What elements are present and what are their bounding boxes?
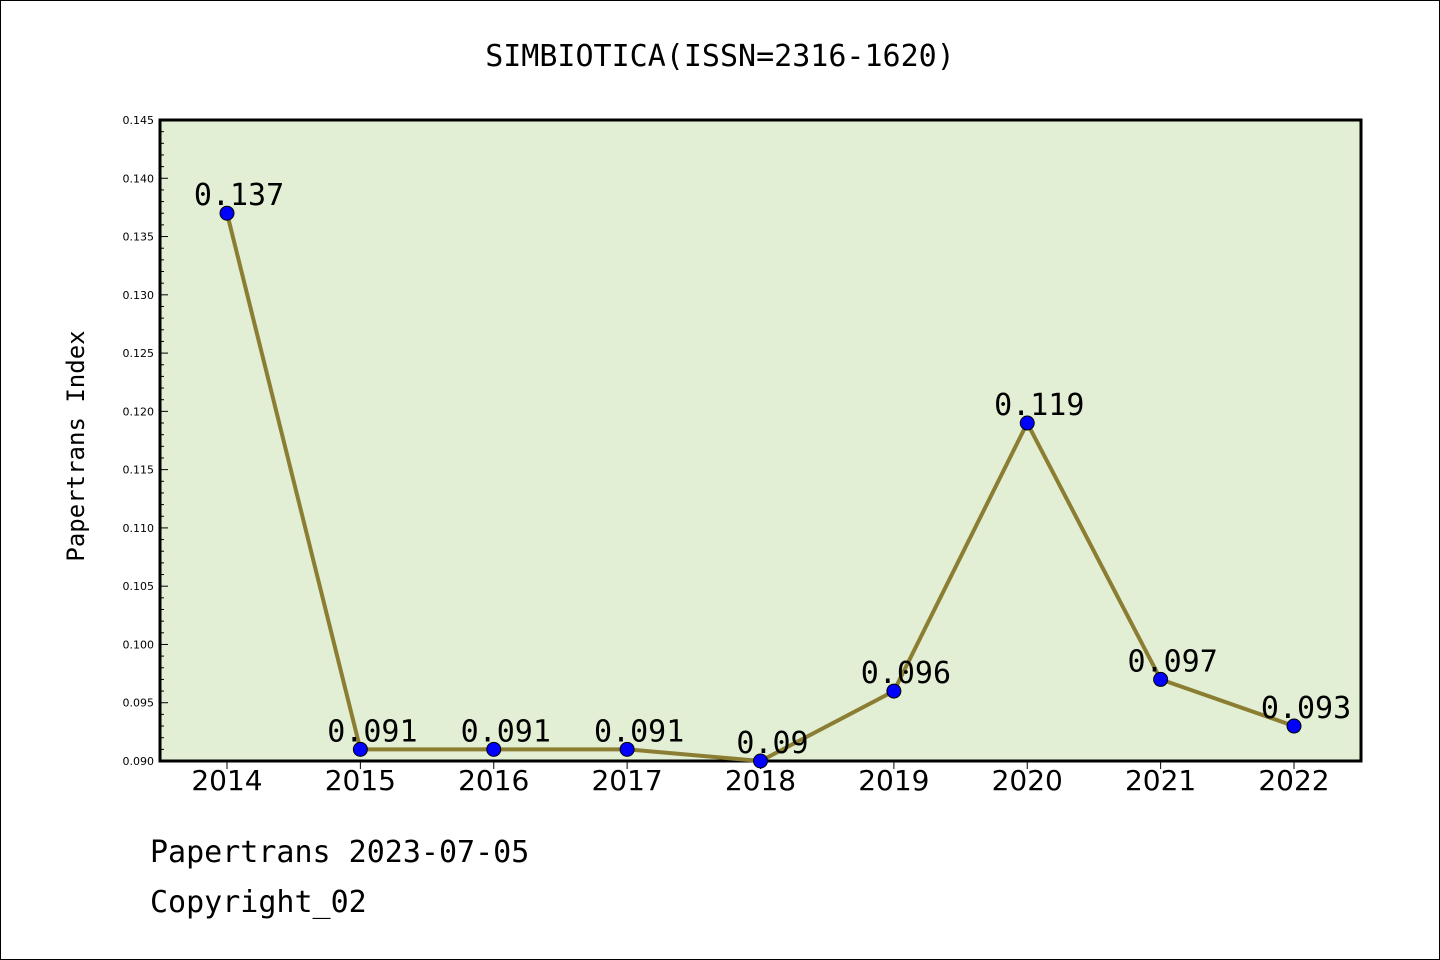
footer-date: Papertrans 2023-07-05 xyxy=(150,835,530,870)
x-tick-label: 2014 xyxy=(191,764,262,797)
data-label: 0.137 xyxy=(194,178,284,213)
y-tick-label: 0.135 xyxy=(123,231,155,244)
y-tick-label: 0.125 xyxy=(123,347,155,360)
plot-area xyxy=(158,118,1363,763)
data-point-marker xyxy=(1019,415,1035,431)
series-group xyxy=(219,205,1302,769)
y-tick-label: 0.100 xyxy=(123,638,155,651)
x-tick-label: 2015 xyxy=(325,764,396,797)
data-labels: 0.137 0.091 0.091 0.091 0.09 0.096 0.119 0.097 0… xyxy=(194,178,1351,761)
data-label: 0.09 xyxy=(736,726,808,761)
x-tick-label: 2020 xyxy=(992,764,1063,797)
data-point-marker xyxy=(753,753,768,769)
data-label: 0.119 xyxy=(994,388,1084,423)
data-point-marker xyxy=(352,741,368,757)
x-tick-label: 2017 xyxy=(591,764,662,797)
chart-title: SIMBIOTICA(ISSN=2316-1620) xyxy=(485,39,955,74)
footer-copyright: Copyright_02 xyxy=(150,885,367,920)
y-tick-label: 0.105 xyxy=(123,580,155,593)
data-point-marker xyxy=(219,205,235,221)
data-point-marker xyxy=(486,741,502,757)
y-tick-label: 0.110 xyxy=(123,522,155,535)
y-axis-label: Papertrans Index xyxy=(62,330,90,561)
x-tick-label: 2022 xyxy=(1258,764,1329,797)
data-point-marker xyxy=(1286,718,1302,734)
y-tick-label: 0.145 xyxy=(123,114,155,127)
x-tick-label: 2019 xyxy=(858,764,929,797)
data-label: 0.091 xyxy=(461,714,551,749)
y-tick-label: 0.115 xyxy=(123,464,155,477)
y-tick-label: 0.090 xyxy=(123,755,155,768)
y-tick-label: 0.120 xyxy=(123,405,155,418)
x-tick-label: 2021 xyxy=(1125,764,1196,797)
data-point-marker xyxy=(1153,671,1169,687)
y-tick-label: 0.095 xyxy=(123,697,155,710)
y-axis-ticks: 0.090 0.095 0.100 0.105 0.110 0.115 0.120 0.125… xyxy=(123,114,168,768)
data-label: 0.093 xyxy=(1261,691,1351,726)
x-tick-label: 2018 xyxy=(725,764,796,797)
x-axis-ticks: 2014 2015 2016 2017 2018 2019 2020 2021 2022 xyxy=(191,761,1330,797)
x-tick-label: 2016 xyxy=(458,764,529,797)
data-label: 0.091 xyxy=(327,714,417,749)
data-point-marker xyxy=(619,741,635,757)
data-label: 0.091 xyxy=(594,714,684,749)
y-tick-label: 0.140 xyxy=(123,172,155,185)
data-label: 0.096 xyxy=(861,656,951,691)
y-tick-label: 0.130 xyxy=(123,289,155,302)
data-label: 0.097 xyxy=(1127,644,1217,679)
data-point-marker xyxy=(886,683,902,699)
